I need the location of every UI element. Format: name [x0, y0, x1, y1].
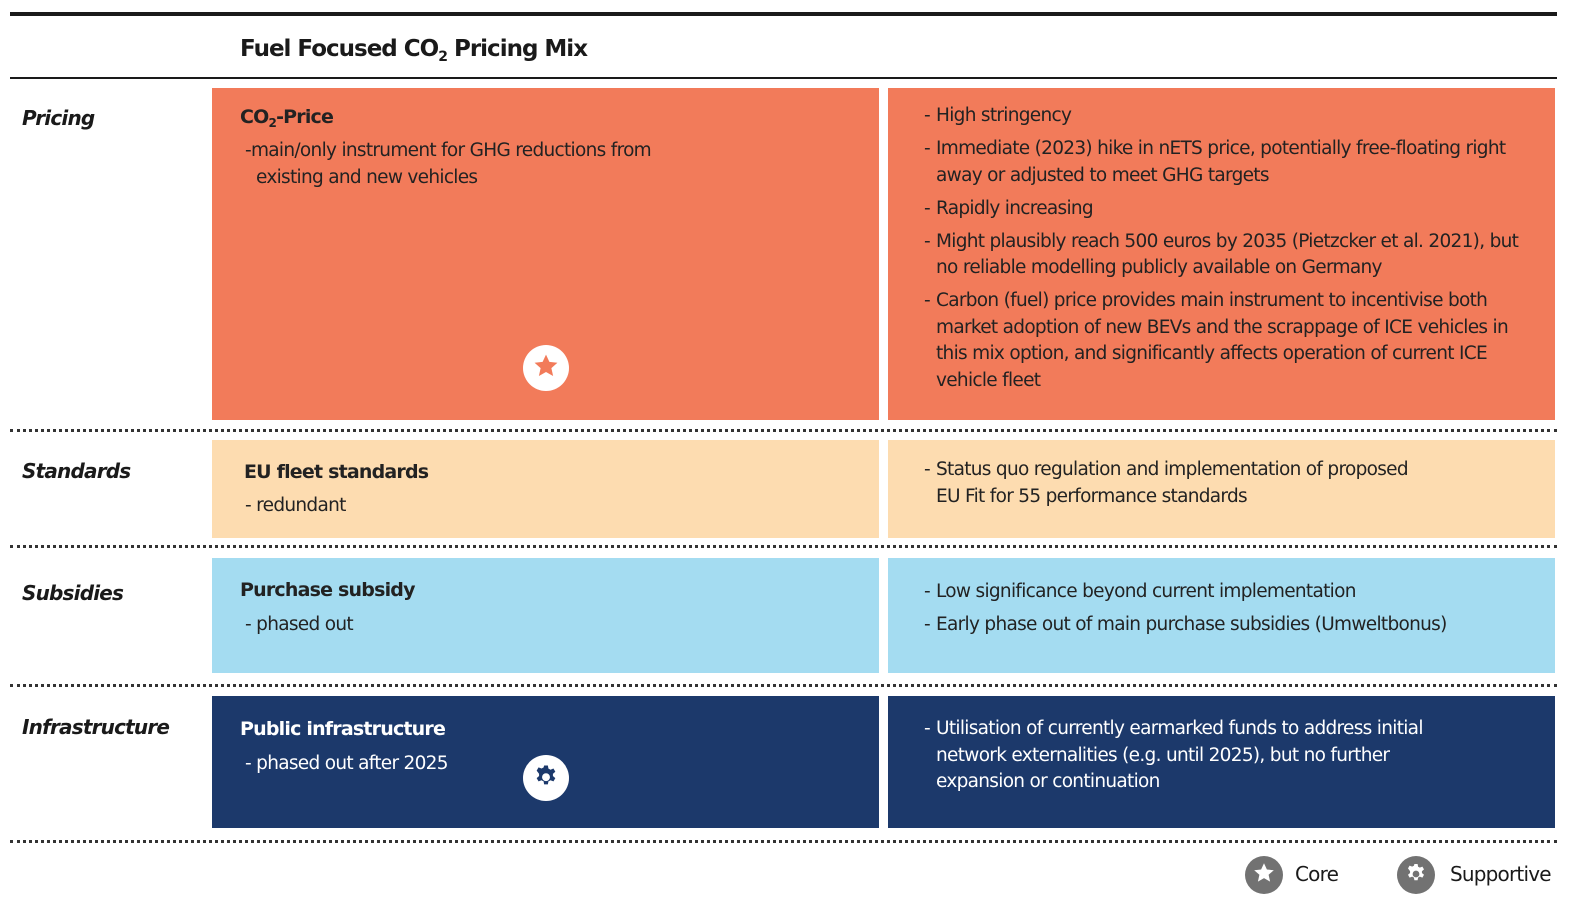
row-divider: [10, 429, 1557, 432]
row-divider: [10, 840, 1557, 843]
row-label-infrastructure: Infrastructure: [22, 715, 170, 739]
page-title: Fuel Focused CO2 Pricing Mix: [240, 36, 588, 65]
instrument-box-standards: EU fleet standards - redundant: [212, 440, 879, 538]
instrument-desc-pricing: -main/only instrument for GHG reductions…: [245, 140, 652, 161]
detail-item: - Early phase out of main purchase subsid…: [924, 614, 1447, 635]
details-box-pricing: - High stringency - Immediate (2023) hike …: [888, 88, 1555, 420]
header-rule: [10, 77, 1557, 79]
gear-icon: [532, 762, 560, 794]
core-badge: [523, 345, 569, 391]
row-label-pricing: Pricing: [22, 106, 95, 130]
row-label-standards: Standards: [22, 459, 131, 483]
legend-core-badge: [1245, 856, 1283, 894]
details-box-infrastructure: - Utilisation of currently earmarked fund…: [888, 696, 1555, 828]
instrument-desc-subsidies: - phased out: [245, 614, 354, 635]
instrument-box-infrastructure: Public infrastructure - phased out after…: [212, 696, 879, 828]
instrument-title-pricing: CO2-Price: [240, 106, 334, 130]
gear-icon: [1404, 861, 1428, 889]
instrument-desc-standards: - redundant: [245, 495, 346, 516]
instrument-box-subsidies: Purchase subsidy - phased out: [212, 558, 879, 673]
row-divider: [10, 545, 1557, 548]
legend-supportive-badge: [1397, 856, 1435, 894]
row-divider: [10, 684, 1557, 687]
detail-item: - High stringency: [924, 105, 1072, 126]
detail-item: - Low significance beyond current impleme…: [924, 581, 1356, 602]
instrument-title-standards: EU fleet standards: [244, 461, 429, 483]
row-label-subsidies: Subsidies: [22, 581, 124, 605]
detail-item: - Status quo regulation and implementatio…: [924, 459, 1409, 507]
instrument-title-subsidies: Purchase subsidy: [240, 579, 415, 601]
instrument-desc-infrastructure: - phased out after 2025: [245, 753, 449, 774]
detail-item: - Utilisation of currently earmarked fund…: [924, 718, 1423, 792]
details-box-standards: - Status quo regulation and implementatio…: [888, 440, 1555, 538]
top-rule: [10, 12, 1557, 16]
legend-label-supportive: Supportive: [1450, 862, 1552, 886]
legend-label-core: Core: [1295, 862, 1339, 886]
instrument-title-infrastructure: Public infrastructure: [240, 718, 446, 740]
star-icon: [1252, 861, 1276, 889]
detail-item: - Might plausibly reach 500 euros by 2035…: [924, 230, 1519, 279]
star-icon: [532, 352, 560, 384]
detail-item: - Carbon (fuel) price provides main instr…: [924, 290, 1509, 391]
instrument-desc-pricing-cont: existing and new vehicles: [256, 167, 478, 188]
instrument-box-pricing: CO2-Price -main/only instrument for GHG …: [212, 88, 879, 420]
detail-item: - Immediate (2023) hike in nETS price, po…: [924, 138, 1506, 186]
detail-item: - Rapidly increasing: [924, 197, 1094, 219]
details-box-subsidies: - Low significance beyond current impleme…: [888, 558, 1555, 673]
supportive-badge: [523, 755, 569, 801]
